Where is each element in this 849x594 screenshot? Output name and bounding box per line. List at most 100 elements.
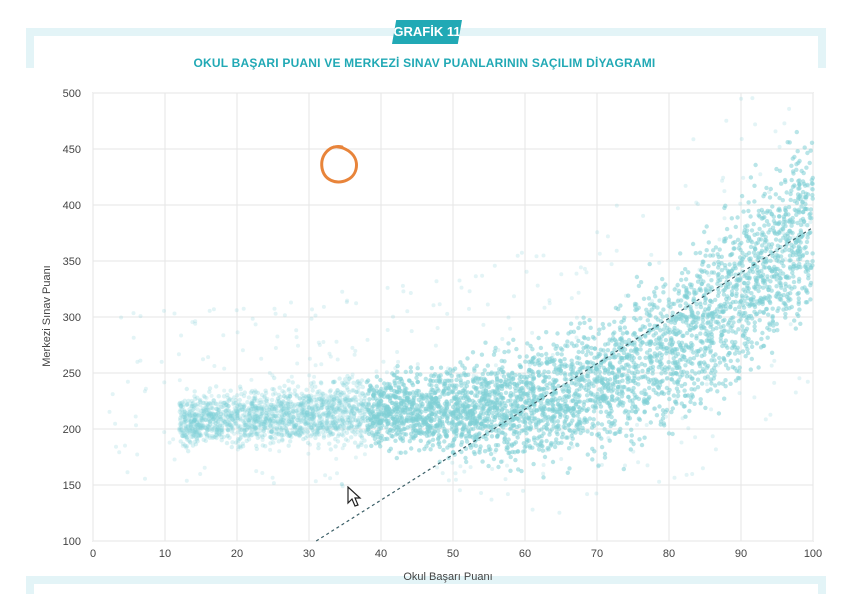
data-point <box>684 289 689 294</box>
data-point <box>496 408 502 414</box>
data-point <box>332 416 337 422</box>
data-point <box>777 168 783 173</box>
data-point <box>325 418 330 424</box>
data-point <box>319 406 324 411</box>
data-point <box>511 337 516 342</box>
data-point <box>413 417 419 422</box>
data-point <box>795 149 800 154</box>
data-point <box>654 413 660 418</box>
data-point <box>251 396 256 401</box>
data-point <box>522 399 528 405</box>
data-point <box>749 316 755 321</box>
data-point <box>732 351 738 356</box>
data-point <box>661 345 666 350</box>
data-point <box>348 411 354 416</box>
data-point <box>264 410 269 416</box>
data-point <box>592 346 597 351</box>
data-point <box>356 385 361 391</box>
data-point <box>225 399 230 405</box>
data-point <box>782 177 788 183</box>
data-point <box>271 403 276 408</box>
data-point <box>261 428 266 434</box>
data-point <box>297 396 303 401</box>
data-point <box>631 441 636 447</box>
data-point <box>292 430 297 435</box>
data-point <box>523 424 528 429</box>
data-point <box>285 430 290 435</box>
data-point <box>584 359 590 365</box>
data-point <box>230 440 235 445</box>
data-point <box>696 274 701 279</box>
data-point <box>340 409 345 415</box>
data-point <box>788 191 793 197</box>
data-point <box>291 409 296 414</box>
data-point <box>754 341 760 346</box>
data-point <box>657 351 662 356</box>
data-point <box>524 354 529 359</box>
data-point <box>564 414 570 420</box>
data-point <box>246 407 251 412</box>
data-point <box>708 348 713 353</box>
data-point <box>244 423 249 428</box>
data-point <box>559 352 564 357</box>
data-point <box>398 410 403 415</box>
data-point <box>518 364 523 369</box>
data-point <box>463 455 468 461</box>
data-point <box>636 382 641 387</box>
data-point <box>344 385 350 390</box>
data-point <box>399 415 405 420</box>
data-point <box>283 426 288 432</box>
data-point <box>749 291 754 296</box>
data-point <box>281 404 287 409</box>
data-point <box>545 421 550 427</box>
data-point <box>729 268 735 273</box>
data-point <box>378 426 384 431</box>
data-point <box>686 270 691 275</box>
data-point <box>445 429 450 434</box>
data-point <box>516 449 521 454</box>
data-point <box>365 423 370 428</box>
data-point <box>781 307 786 312</box>
data-point <box>179 401 184 406</box>
data-point <box>626 409 631 415</box>
data-point <box>566 408 571 413</box>
data-point <box>479 422 484 427</box>
data-point <box>214 417 219 422</box>
data-point <box>475 425 481 430</box>
data-point <box>703 296 708 301</box>
data-point <box>339 380 345 385</box>
data-point <box>316 429 321 434</box>
data-point <box>509 380 514 385</box>
data-point <box>599 444 605 450</box>
data-point <box>479 403 484 408</box>
data-point <box>232 406 238 411</box>
data-point <box>485 363 491 368</box>
data-point <box>334 407 339 412</box>
data-point <box>442 439 447 444</box>
data-point <box>761 194 766 199</box>
data-point <box>329 399 334 404</box>
data-point <box>776 306 781 311</box>
data-point <box>238 445 243 450</box>
data-point <box>769 269 775 274</box>
data-point <box>748 214 753 219</box>
data-point <box>277 385 282 390</box>
data-point <box>703 362 708 367</box>
data-point <box>663 282 668 287</box>
data-point <box>689 333 694 338</box>
data-point <box>297 432 303 437</box>
data-point <box>701 312 706 318</box>
data-point <box>702 352 707 357</box>
data-point <box>805 268 811 273</box>
data-point <box>499 383 504 389</box>
data-point <box>774 166 779 172</box>
data-point <box>191 424 197 429</box>
data-point <box>510 402 516 407</box>
data-point <box>800 286 805 291</box>
data-point <box>269 429 274 435</box>
data-point <box>740 349 746 354</box>
data-point <box>524 380 529 386</box>
data-point <box>352 440 358 445</box>
data-point <box>541 407 546 412</box>
data-point <box>733 224 738 230</box>
